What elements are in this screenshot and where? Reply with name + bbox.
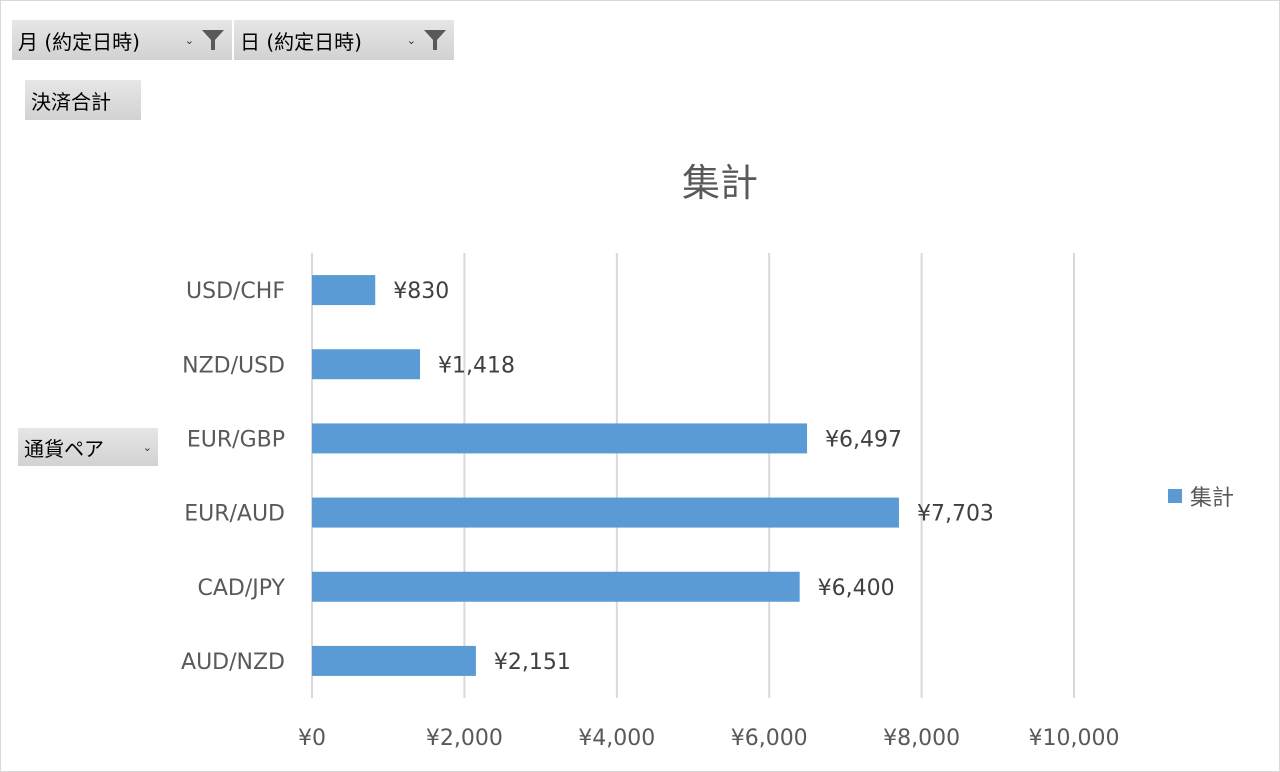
x-tick-label: ¥6,000 (731, 726, 808, 751)
funnel-icon (424, 30, 446, 50)
category-label: NZD/USD (182, 353, 285, 378)
x-tick-label: ¥10,000 (1029, 726, 1120, 751)
bar (312, 275, 376, 306)
bar (312, 571, 800, 602)
x-tick-label: ¥2,000 (426, 726, 503, 751)
bar (312, 349, 421, 380)
x-tick-label: ¥0 (298, 726, 326, 751)
filter-button-month[interactable]: 月 (約定日時) ⌄ (12, 20, 232, 60)
category-label: CAD/JPY (198, 576, 286, 601)
filter-button-day[interactable]: 日 (約定日時) ⌄ (234, 20, 454, 60)
data-label: ¥6,497 (825, 427, 902, 452)
bar (312, 423, 808, 454)
data-label: ¥2,151 (494, 650, 571, 675)
filter-label-month: 月 (約定日時) (18, 29, 140, 54)
bar (312, 645, 476, 676)
chevron-down-icon: ⌄ (406, 33, 416, 47)
category-label: EUR/AUD (184, 502, 285, 527)
legend[interactable]: 集計 (1168, 480, 1234, 512)
x-tick-label: ¥4,000 (578, 726, 655, 751)
funnel-icon (202, 30, 224, 50)
value-field-label: 決済合計 (31, 89, 111, 114)
legend-swatch (1168, 489, 1182, 503)
value-field-button[interactable]: 決済合計 (25, 80, 141, 120)
row-field-label: 通貨ペア (24, 436, 104, 461)
bar (312, 497, 899, 528)
chart-title: 集計 (681, 161, 758, 205)
x-tick-label: ¥8,000 (883, 726, 960, 751)
row-field-button[interactable]: 通貨ペア ⌄ (18, 428, 158, 466)
chevron-down-icon: ⌄ (184, 33, 194, 47)
filter-label-day: 日 (約定日時) (240, 29, 362, 54)
chevron-down-icon: ⌄ (142, 440, 152, 454)
category-label: AUD/NZD (181, 650, 285, 675)
data-label: ¥1,418 (438, 353, 515, 378)
legend-label: 集計 (1190, 486, 1235, 511)
data-label: ¥830 (393, 279, 449, 304)
category-label: EUR/GBP (187, 427, 285, 452)
data-label: ¥6,400 (818, 576, 895, 601)
category-label: USD/CHF (186, 279, 285, 304)
data-label: ¥7,703 (917, 502, 994, 527)
